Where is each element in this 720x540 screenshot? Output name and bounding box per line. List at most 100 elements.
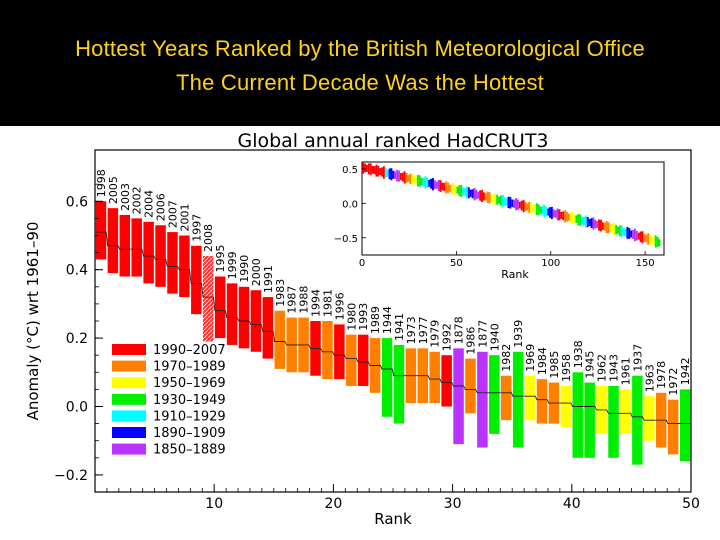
inset-bar bbox=[620, 225, 623, 238]
inset-bar bbox=[373, 166, 376, 175]
year-label-rank-1: 1998 bbox=[95, 169, 108, 197]
year-label-rank-37: 1969 bbox=[524, 344, 537, 372]
bar-rank-35 bbox=[500, 375, 512, 421]
inset-bar bbox=[475, 189, 478, 200]
inset-bar bbox=[426, 177, 429, 188]
inset-bar bbox=[484, 193, 487, 201]
legend-swatch-1 bbox=[112, 360, 146, 372]
inset-bar bbox=[541, 206, 544, 216]
inset-bar bbox=[609, 224, 612, 232]
inset-bar bbox=[435, 181, 438, 189]
legend-label-5: 1890–1909 bbox=[153, 426, 226, 441]
x-tick-label-50: 50 bbox=[682, 496, 700, 512]
year-label-rank-9: 1997 bbox=[190, 214, 203, 242]
inset-bar bbox=[439, 180, 442, 192]
inset-bar bbox=[656, 236, 659, 248]
year-label-rank-8: 2001 bbox=[178, 204, 191, 232]
inset-bar bbox=[643, 233, 646, 242]
inset-bar bbox=[399, 172, 402, 181]
inset-bar bbox=[611, 223, 614, 234]
inset-bar bbox=[586, 216, 589, 228]
bar-rank-20 bbox=[322, 321, 333, 380]
legend-label-1: 1970–1989 bbox=[153, 360, 226, 375]
inset-bar bbox=[628, 227, 631, 239]
inset-bar bbox=[433, 180, 436, 190]
year-label-rank-40: 1958 bbox=[560, 354, 573, 382]
year-label-rank-48: 1978 bbox=[655, 361, 668, 389]
inset-frame bbox=[361, 161, 665, 256]
bar-rank-9 bbox=[191, 245, 202, 315]
inset-bar bbox=[365, 164, 368, 172]
inset-bar bbox=[630, 230, 633, 238]
inset-bar bbox=[407, 174, 410, 182]
inset-bar bbox=[573, 214, 576, 223]
year-label-rank-30: 1992 bbox=[441, 323, 454, 351]
inset-bar bbox=[367, 163, 370, 175]
inset-bar bbox=[556, 208, 559, 221]
inset-bar bbox=[505, 198, 508, 206]
year-label-rank-46: 1937 bbox=[631, 344, 644, 372]
inset-bar bbox=[552, 209, 555, 218]
inset-bar bbox=[635, 230, 638, 241]
inset-bar bbox=[388, 168, 391, 180]
inset-bar bbox=[543, 204, 546, 218]
year-label-rank-45: 1961 bbox=[619, 357, 632, 385]
slide-title-line-2: The Current Decade Was the Hottest bbox=[176, 70, 544, 95]
year-label-rank-6: 2006 bbox=[155, 193, 168, 221]
inset-bar bbox=[377, 165, 380, 177]
inset-y-tick-label: −0.5 bbox=[334, 234, 358, 245]
inset-bar bbox=[392, 170, 395, 179]
inset-bar bbox=[450, 184, 453, 194]
year-label-rank-35: 1982 bbox=[500, 344, 513, 372]
year-label-rank-41: 1938 bbox=[572, 340, 585, 368]
year-label-rank-15: 1991 bbox=[262, 265, 275, 293]
bar-rank-6 bbox=[155, 225, 166, 287]
inset-bar bbox=[524, 202, 527, 211]
inset-bar bbox=[607, 222, 610, 233]
inset-bar bbox=[566, 211, 568, 222]
year-label-rank-28: 1977 bbox=[417, 316, 430, 344]
inset-bar bbox=[522, 199, 525, 213]
bar-rank-23 bbox=[357, 334, 369, 386]
inset-bar bbox=[579, 214, 582, 226]
x-tick-label-40: 40 bbox=[563, 496, 581, 512]
inset-bar bbox=[401, 172, 404, 182]
inset-bar bbox=[413, 175, 416, 184]
legend-swatch-6 bbox=[112, 443, 146, 455]
bar-rank-4 bbox=[131, 218, 142, 277]
inset-bar bbox=[554, 210, 557, 218]
inset-bar bbox=[577, 213, 580, 226]
inset-bar bbox=[654, 235, 657, 248]
bar-rank-45 bbox=[620, 389, 631, 434]
inset-x-tick-label: 150 bbox=[636, 258, 655, 269]
inset-bar bbox=[477, 191, 480, 199]
inset-bar bbox=[520, 200, 523, 211]
inset-bar bbox=[539, 206, 542, 214]
x-axis-label: Rank bbox=[374, 510, 412, 528]
legend-swatch-2 bbox=[112, 377, 146, 389]
inset-bar bbox=[411, 173, 414, 186]
year-label-rank-44: 1943 bbox=[608, 354, 621, 382]
y-tick-label: 0.0 bbox=[66, 400, 88, 416]
year-label-rank-47: 1963 bbox=[643, 364, 656, 392]
bar-rank-22 bbox=[346, 334, 357, 386]
year-label-rank-18: 1988 bbox=[298, 286, 311, 314]
inset-bar bbox=[490, 194, 493, 202]
inset-bar bbox=[371, 165, 374, 174]
inset-bar bbox=[590, 218, 593, 228]
inset-bar bbox=[462, 187, 465, 196]
inset-bar bbox=[494, 193, 497, 206]
bar-rank-3 bbox=[119, 214, 131, 277]
year-label-rank-13: 1990 bbox=[238, 255, 251, 283]
inset-bar bbox=[424, 176, 427, 189]
year-label-rank-5: 2004 bbox=[143, 190, 156, 218]
inset-bar bbox=[449, 184, 451, 192]
inset-bar bbox=[581, 216, 584, 225]
bar-rank-8 bbox=[179, 235, 190, 298]
inset-bar bbox=[601, 222, 604, 230]
bar-rank-37 bbox=[524, 375, 536, 421]
inset-bar bbox=[588, 219, 591, 227]
year-label-rank-31: 1878 bbox=[453, 316, 466, 344]
inset-bar bbox=[445, 181, 448, 194]
inset-bar bbox=[394, 171, 397, 180]
